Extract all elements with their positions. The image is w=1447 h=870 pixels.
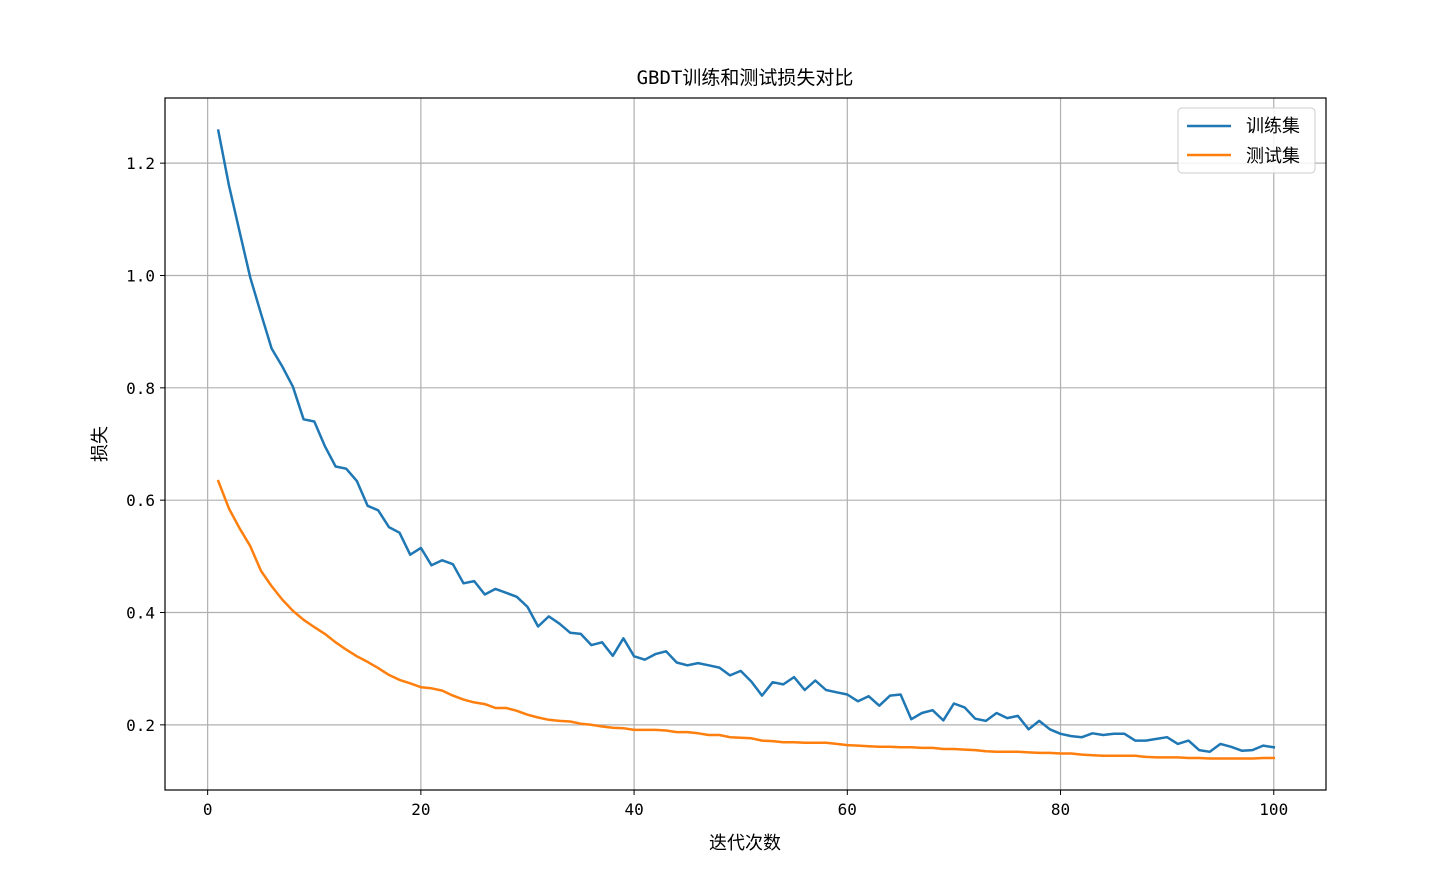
x-tick-label: 80 [1051,800,1070,819]
x-tick-label: 20 [411,800,430,819]
y-tick-label: 0.6 [126,491,155,510]
x-axis-ticks: 0 20 40 60 80 100 [203,790,1288,819]
y-tick-label: 0.8 [126,379,155,398]
x-tick-label: 60 [838,800,857,819]
y-tick-label: 0.2 [126,716,155,735]
y-axis-title: 损失 [90,426,111,462]
plot-frame [164,97,1327,791]
series-line-train [216,129,1276,754]
grid [165,98,1326,790]
plot-lines [216,129,1276,760]
y-tick-label: 1.0 [126,266,155,285]
series-line-test [216,479,1276,760]
x-tick-label: 100 [1259,800,1288,819]
y-tick-label: 1.2 [126,154,155,173]
legend-label-train: 训练集 [1246,116,1300,137]
y-tick-label: 0.4 [126,604,155,623]
legend-box [1177,107,1316,174]
x-tick-label: 0 [203,800,213,819]
y-axis-ticks: 0.2 0.4 0.6 0.8 1.0 1.2 [126,154,165,735]
x-axis-title: 迭代次数 [709,833,781,854]
legend: 训练集 测试集 [1177,107,1316,174]
x-tick-label: 40 [624,800,643,819]
chart-title: GBDT训练和测试损失对比 [637,67,854,89]
legend-label-test: 测试集 [1246,146,1300,167]
